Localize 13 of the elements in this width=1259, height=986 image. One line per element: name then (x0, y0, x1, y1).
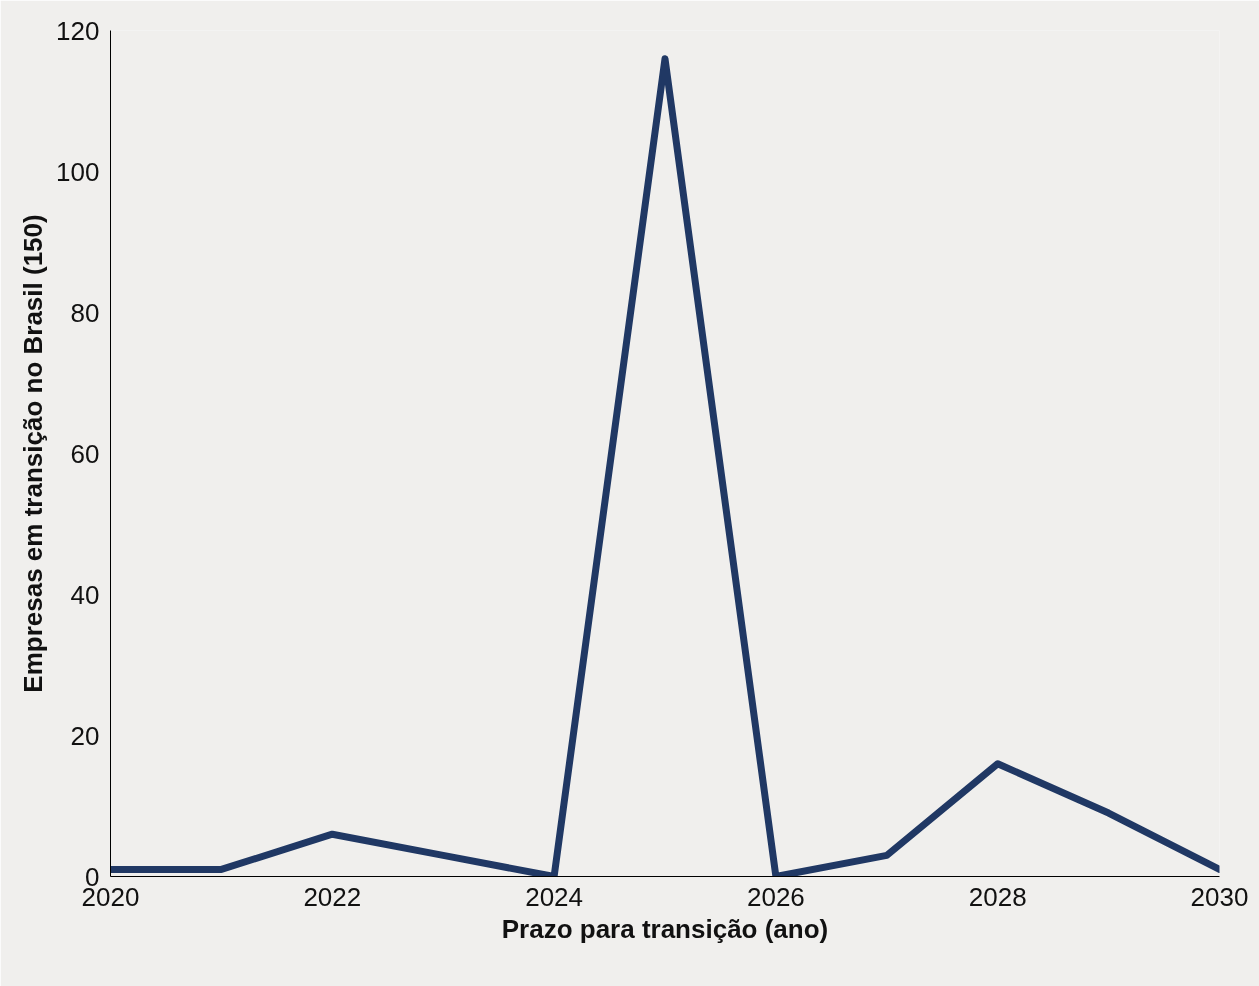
x-tick-label: 2024 (525, 881, 584, 912)
y-axis-title: Empresas em transição no Brasil (150) (18, 214, 49, 693)
x-tick-label: 2026 (746, 881, 805, 912)
x-tick-label: 2030 (1190, 881, 1249, 912)
y-tick-label: 20 (70, 720, 100, 751)
x-tick-label: 2028 (968, 881, 1027, 912)
y-tick-label: 40 (70, 579, 100, 610)
x-axis-title: Prazo para transição (ano) (501, 913, 829, 944)
y-tick-label: 120 (56, 15, 100, 46)
y-tick-label: 100 (56, 156, 100, 187)
x-tick-label: 2022 (303, 881, 362, 912)
y-tick-label: 80 (70, 297, 100, 328)
y-tick-label: 60 (70, 438, 100, 469)
